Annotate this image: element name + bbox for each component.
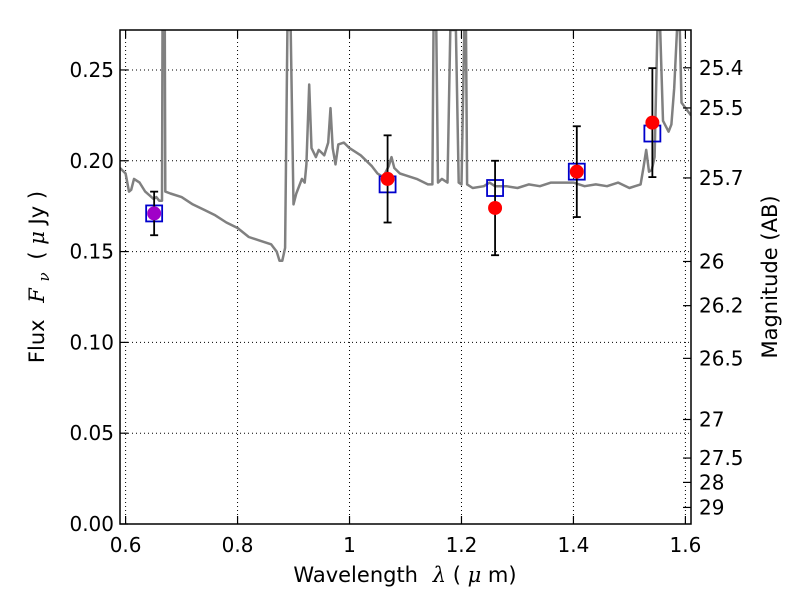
- y-tick-label: 0.20: [69, 149, 114, 173]
- magnitude-axis-label: Magnitude (AB): [758, 195, 782, 358]
- y-axis-ticks: 0.00 0.05 0.10 0.15 0.20 0.25: [69, 58, 128, 536]
- y-axis-label-subscript: ν: [35, 272, 53, 281]
- magnitude-tick-label: 27: [699, 407, 724, 431]
- y-tick-label: 0.25: [69, 58, 114, 82]
- magnitude-tick-label: 26: [699, 249, 724, 273]
- observed-flux-point: [488, 200, 503, 215]
- observed-flux-point: [569, 164, 584, 179]
- observed-flux-point: [645, 115, 660, 130]
- x-axis-label: Wavelength λ ( μ m): [293, 563, 516, 587]
- magnitude-tick-label: 26.2: [699, 294, 744, 318]
- magnitude-tick-label: 27.5: [699, 446, 744, 470]
- x-tick-label: 1: [343, 533, 356, 557]
- magnitude-tick-label: 26.5: [699, 346, 744, 370]
- x-axis-label-symbol: λ: [432, 563, 446, 587]
- model-spectrum: [120, 30, 691, 262]
- magnitude-tick-label: 25.5: [699, 96, 744, 120]
- y-axis-label-text: Flux: [25, 319, 49, 363]
- y-axis-label-unit-mu: μ: [25, 231, 49, 245]
- x-axis-label-unit-rest: m): [488, 563, 517, 587]
- y-tick-label: 0.10: [69, 330, 114, 354]
- grid-lines: [120, 30, 691, 524]
- x-tick-label: 1.2: [446, 533, 478, 557]
- y-tick-label: 0.15: [69, 240, 114, 264]
- x-axis-label-text: Wavelength: [293, 563, 418, 587]
- x-tick-label: 1.4: [558, 533, 590, 557]
- observed-flux-point: [380, 171, 395, 186]
- x-tick-label: 0.8: [222, 533, 254, 557]
- y-axis-label-unit-open: (: [25, 245, 49, 260]
- x-axis-label-unit-mu: μ: [468, 563, 482, 587]
- magnitude-tick-label: 25.7: [699, 166, 744, 190]
- error-bars: [150, 67, 657, 257]
- magnitude-tick-label: 25.4: [699, 56, 744, 80]
- model-spectrum-line: [120, 30, 691, 262]
- observed-flux-point: [147, 206, 162, 221]
- y-axis-label: Flux F ν ( μ Jy ): [25, 191, 54, 363]
- magnitude-tick-label: 29: [699, 495, 724, 519]
- x-axis-ticks: 0.6 0.8 1 1.2 1.4 1.6: [110, 30, 701, 557]
- plot-frame: [119, 29, 692, 525]
- y-tick-label: 0.00: [69, 512, 114, 536]
- magnitude-tick-label: 28: [699, 470, 724, 494]
- y-tick-label: 0.05: [69, 421, 114, 445]
- x-axis-label-unit-open: (: [453, 563, 461, 587]
- y-axis-label-unit-rest: Jy ): [25, 191, 49, 227]
- observed-flux-points: [147, 115, 660, 221]
- y-axis-label-symbol: F: [25, 287, 49, 304]
- x-tick-label: 1.6: [669, 533, 701, 557]
- x-tick-label: 0.6: [110, 533, 142, 557]
